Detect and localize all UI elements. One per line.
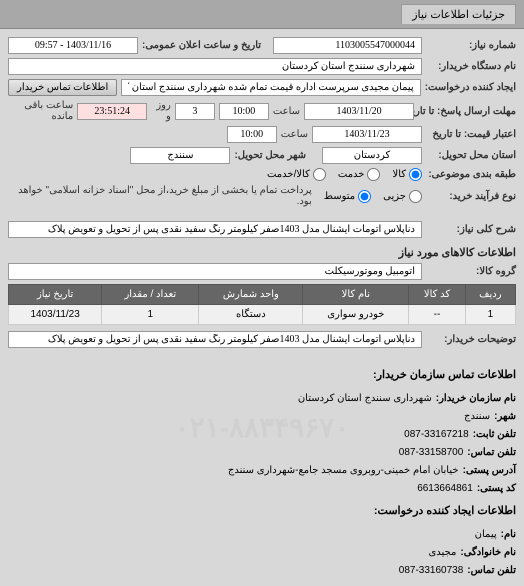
- package-type-label: طبقه بندی موضوعی:: [426, 169, 516, 180]
- package-radio-all[interactable]: کالا: [392, 168, 422, 181]
- desc-input[interactable]: [8, 221, 422, 238]
- package-radio-goods[interactable]: کالا/خدمت: [267, 168, 326, 181]
- contact-fax-label: تلفن تماس:: [467, 444, 516, 462]
- time-label-1: ساعت: [273, 106, 300, 117]
- group-input[interactable]: [8, 263, 422, 280]
- table-row[interactable]: 1 -- خودرو سواری دستگاه 1 1403/11/23: [9, 305, 516, 325]
- cell-name: خودرو سواری: [303, 305, 409, 325]
- cell-unit: دستگاه: [199, 305, 303, 325]
- contact-family-value: مجیدی: [428, 544, 456, 562]
- requester-input[interactable]: [121, 79, 420, 96]
- desc-label: شرح کلی نیاز:: [426, 224, 516, 235]
- province-input[interactable]: [322, 147, 422, 164]
- th-code: کد کالا: [409, 285, 465, 305]
- buyer-notes-input[interactable]: [8, 331, 422, 348]
- package-radio-service[interactable]: خدمت: [338, 168, 381, 181]
- contact-city-value: سنندج: [464, 408, 490, 426]
- contact-org-label: نام سازمان خریدار:: [436, 390, 516, 408]
- buyer-notes-label: توضیحات خریدار:: [426, 334, 516, 345]
- deadline-label: مهلت ارسال پاسخ: تا تاریخ: [418, 106, 516, 117]
- contact-name-label: نام:: [501, 526, 516, 544]
- th-row: ردیف: [465, 285, 515, 305]
- contact-postal-value: 6613664861: [417, 480, 473, 498]
- request-no-input[interactable]: [273, 37, 422, 54]
- cell-code: --: [409, 305, 465, 325]
- contact-postal-label: کد پستی:: [477, 480, 516, 498]
- process-type-label: نوع فرآیند خرید:: [426, 191, 516, 202]
- requester-section-title: اطلاعات ایجاد کننده درخواست:: [8, 502, 516, 522]
- buyer-org-label: نام دستگاه خریدار:: [426, 61, 516, 72]
- price-time-input[interactable]: [227, 126, 277, 143]
- th-name: نام کالا: [303, 285, 409, 305]
- deadline-date-input[interactable]: [304, 103, 414, 120]
- deadline-time-input[interactable]: [219, 103, 269, 120]
- contact-address-value: خیابان امام خمینی-روبروی مسجد جامع-شهردا…: [228, 462, 459, 480]
- delivery-loc-label: استان محل تحویل:: [426, 150, 516, 161]
- cell-qty: 1: [102, 305, 199, 325]
- cell-row: 1: [465, 305, 515, 325]
- contact-section: ۰۲۱-۸۸۳۴۹۶۷۰ اطلاعات تماس سازمان خریدار:…: [0, 360, 524, 586]
- days-label: روز و: [151, 100, 171, 122]
- price-deadline-label: اعتبار قیمت: تا تاریخ: [426, 129, 516, 140]
- requester-label: ایجاد کننده درخواست:: [425, 82, 516, 93]
- contact-phone-label: تلفن ثابت:: [473, 426, 516, 444]
- remaining-label: ساعت باقی مانده: [8, 100, 73, 122]
- city-input[interactable]: [130, 147, 230, 164]
- contact-family-label: نام خانوادگی:: [460, 544, 516, 562]
- contact-reqphone-label: تلفن تماس:: [467, 562, 516, 580]
- tab-details[interactable]: جزئیات اطلاعات نیاز: [401, 4, 516, 24]
- contact-phone-value: 087-33167218: [404, 426, 469, 444]
- group-label: گروه کالا:: [426, 266, 516, 277]
- city-delivery-label: شهر محل تحویل:: [234, 150, 306, 161]
- cell-date: 1403/11/23: [9, 305, 102, 325]
- days-input[interactable]: [175, 103, 215, 120]
- buyer-org-input[interactable]: [8, 58, 422, 75]
- contact-address-label: آدرس پستی:: [463, 462, 516, 480]
- contact-org-value: شهرداری سنندج استان کردستان: [298, 390, 432, 408]
- process-note: پرداخت تمام یا بخشی از مبلغ خرید،از محل …: [8, 185, 312, 207]
- form-panel: شماره نیاز: تاریخ و ساعت اعلان عمومی: نا…: [0, 29, 524, 360]
- goods-table: ردیف کد کالا نام کالا واحد شمارش تعداد /…: [8, 284, 516, 325]
- th-date: تاریخ نیاز: [9, 285, 102, 305]
- package-type-group: کالا خدمت کالا/خدمت: [267, 168, 422, 181]
- announce-datetime-label: تاریخ و ساعت اعلان عمومی:: [142, 40, 261, 51]
- contact-city-label: شهر:: [494, 408, 516, 426]
- process-radio-small[interactable]: جزیی: [383, 190, 422, 203]
- request-no-label: شماره نیاز:: [426, 40, 516, 51]
- table-header-row: ردیف کد کالا نام کالا واحد شمارش تعداد /…: [9, 285, 516, 305]
- remaining-time-input: [77, 103, 147, 120]
- contact-section-title: اطلاعات تماس سازمان خریدار:: [8, 366, 516, 386]
- time-label-2: ساعت: [281, 129, 308, 140]
- goods-section-label: اطلاعات کالاهای مورد نیاز: [8, 246, 516, 259]
- process-radio-partial[interactable]: متوسط: [324, 190, 371, 203]
- th-unit: واحد شمارش: [199, 285, 303, 305]
- price-date-input[interactable]: [312, 126, 422, 143]
- contact-fax-value: 087-33158700: [399, 444, 464, 462]
- contact-reqphone-value: 087-33160738: [399, 562, 464, 580]
- contact-name-value: پیمان: [475, 526, 497, 544]
- th-qty: تعداد / مقدار: [102, 285, 199, 305]
- process-type-group: جزیی متوسط: [324, 190, 422, 203]
- announce-datetime-input[interactable]: [8, 37, 138, 54]
- tab-bar: جزئیات اطلاعات نیاز: [0, 0, 524, 29]
- buyer-contact-button[interactable]: اطلاعات تماس خریدار: [8, 79, 117, 96]
